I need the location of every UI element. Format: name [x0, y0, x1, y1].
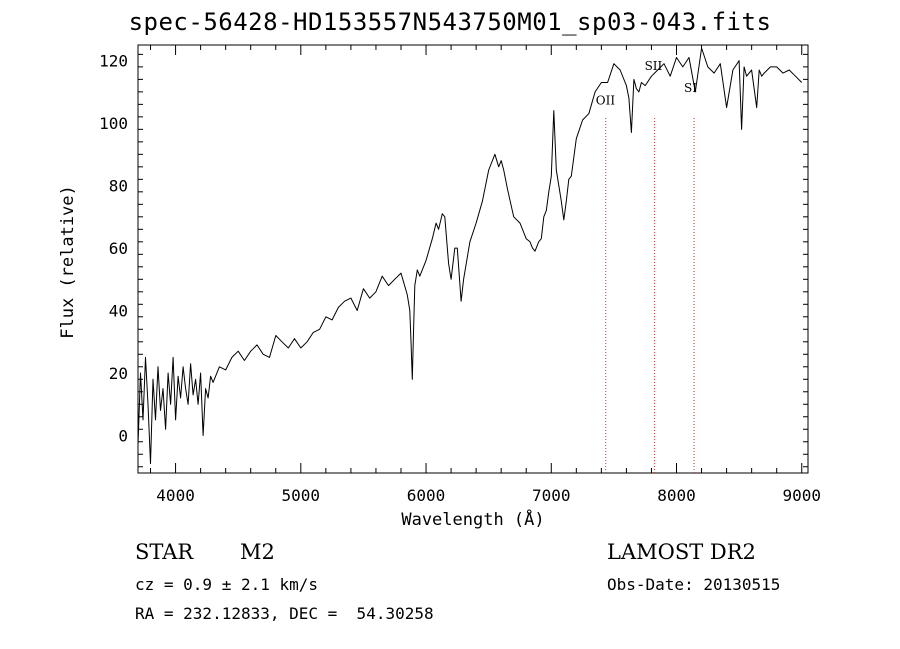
x-tick-label: 4000: [156, 486, 195, 505]
y-tick-label: 100: [99, 114, 128, 133]
coordinates-readout: RA = 232.12833, DEC = 54.30258: [135, 604, 434, 623]
plot-frame: [137, 44, 809, 474]
y-tick-label: 20: [109, 364, 128, 383]
spectral-line-label: OII: [596, 93, 616, 107]
x-tick-label: 9000: [782, 486, 821, 505]
spectral-line-label: SII: [645, 59, 663, 73]
y-tick-label: 120: [99, 52, 128, 71]
redshift-readout: cz = 0.9 ± 2.1 km/s: [135, 575, 319, 594]
y-axis-label: Flux (relative): [58, 185, 78, 339]
spectrum-series-line: [137, 47, 803, 465]
y-tick-label: 80: [109, 177, 128, 196]
survey-name: LAMOST DR2: [607, 540, 756, 564]
x-tick-label: 6000: [407, 486, 446, 505]
x-tick-label: 5000: [282, 486, 321, 505]
x-tick-label: 7000: [532, 486, 571, 505]
subclass: M2: [240, 540, 275, 564]
y-tick-label: 0: [118, 427, 128, 446]
x-tick-label: 8000: [657, 486, 696, 505]
chart-title: spec-56428-HD153557N543750M01_sp03-043.f…: [128, 8, 772, 36]
y-tick-label: 40: [109, 302, 128, 321]
x-axis-label: Wavelength (Å): [401, 510, 545, 530]
spectral-line-label: SI: [684, 81, 697, 95]
y-tick-label: 60: [109, 239, 128, 258]
observation-date: Obs-Date: 20130515: [607, 575, 781, 594]
object-type: STAR: [135, 540, 194, 564]
